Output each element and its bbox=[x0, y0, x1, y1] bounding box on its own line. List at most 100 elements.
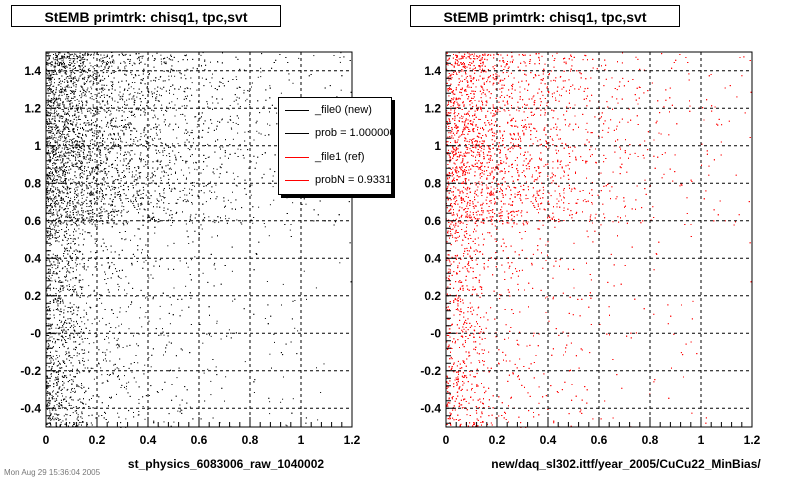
scatter-point bbox=[282, 398, 284, 400]
scatter-point bbox=[215, 366, 217, 368]
scatter-point bbox=[156, 96, 158, 98]
scatter-point bbox=[46, 230, 48, 232]
scatter-point bbox=[99, 192, 101, 194]
scatter-point bbox=[141, 204, 143, 205]
scatter-point bbox=[59, 208, 61, 210]
scatter-point bbox=[66, 121, 68, 123]
scatter-point bbox=[222, 83, 224, 84]
scatter-point bbox=[210, 394, 212, 396]
scatter-point bbox=[105, 174, 107, 176]
scatter-point bbox=[125, 388, 127, 390]
scatter-point bbox=[97, 92, 99, 94]
scatter-point bbox=[85, 211, 87, 213]
scatter-point bbox=[57, 405, 59, 407]
scatter-point bbox=[100, 367, 102, 369]
scatter-point bbox=[65, 413, 67, 415]
scatter-point bbox=[209, 82, 211, 84]
scatter-point bbox=[47, 176, 49, 178]
scatter-point bbox=[61, 405, 63, 407]
scatter-point bbox=[74, 238, 76, 240]
scatter-point bbox=[48, 328, 50, 330]
scatter-point bbox=[65, 88, 66, 90]
scatter-point bbox=[258, 206, 260, 208]
scatter-point bbox=[99, 74, 100, 76]
scatter-point bbox=[66, 222, 68, 224]
scatter-point bbox=[306, 298, 307, 300]
scatter-point bbox=[156, 168, 158, 170]
scatter-point bbox=[68, 148, 69, 150]
scatter-point bbox=[51, 206, 53, 208]
scatter-point bbox=[99, 196, 101, 198]
scatter-point bbox=[112, 72, 114, 74]
scatter-point bbox=[123, 206, 125, 208]
scatter-point bbox=[186, 133, 188, 134]
scatter-point bbox=[101, 127, 103, 129]
scatter-point bbox=[55, 288, 57, 290]
scatter-point bbox=[120, 146, 122, 148]
scatter-point bbox=[90, 80, 92, 82]
scatter-point bbox=[70, 187, 72, 189]
scatter-point bbox=[260, 67, 262, 69]
scatter-point bbox=[49, 323, 51, 325]
scatter-point bbox=[69, 160, 71, 162]
scatter-point bbox=[50, 373, 52, 374]
scatter-point bbox=[79, 71, 81, 73]
scatter-point bbox=[53, 346, 54, 348]
scatter-point bbox=[46, 357, 48, 359]
scatter-point bbox=[102, 75, 104, 77]
scatter-point bbox=[154, 232, 156, 234]
scatter-point bbox=[48, 323, 50, 325]
scatter-point bbox=[64, 72, 66, 74]
scatter-point bbox=[163, 121, 165, 123]
scatter-point bbox=[70, 379, 72, 381]
scatter-point bbox=[175, 109, 177, 111]
scatter-point bbox=[54, 273, 56, 275]
scatter-point bbox=[82, 73, 84, 75]
scatter-point bbox=[161, 109, 163, 111]
scatter-point bbox=[123, 89, 125, 91]
scatter-point bbox=[115, 179, 117, 180]
scatter-point bbox=[70, 242, 72, 244]
scatter-point bbox=[66, 185, 68, 187]
scatter-point bbox=[191, 259, 192, 261]
scatter-point bbox=[77, 111, 79, 113]
scatter-point bbox=[178, 152, 180, 153]
scatter-point bbox=[189, 188, 191, 190]
scatter-point bbox=[94, 94, 96, 96]
scatter-point bbox=[189, 172, 191, 174]
scatter-point bbox=[50, 90, 52, 92]
scatter-point bbox=[142, 55, 144, 57]
scatter-point bbox=[84, 76, 86, 78]
scatter-point bbox=[78, 250, 80, 252]
scatter-point bbox=[115, 344, 117, 346]
scatter-point bbox=[53, 154, 55, 156]
scatter-point bbox=[68, 359, 70, 361]
scatter-point bbox=[47, 192, 48, 193]
scatter-point bbox=[185, 178, 187, 180]
scatter-point bbox=[78, 344, 80, 345]
scatter-point bbox=[160, 131, 161, 133]
scatter-point bbox=[140, 161, 142, 163]
scatter-point bbox=[237, 132, 239, 134]
scatter-point bbox=[46, 290, 48, 292]
scatter-point bbox=[72, 381, 74, 383]
scatter-point bbox=[100, 142, 102, 144]
scatter-point bbox=[126, 99, 128, 101]
scatter-point bbox=[58, 147, 60, 149]
scatter-point bbox=[101, 120, 103, 122]
scatter-point bbox=[171, 101, 173, 103]
scatter-point bbox=[237, 148, 239, 150]
scatter-point bbox=[70, 391, 72, 393]
scatter-point bbox=[243, 89, 245, 91]
scatter-point bbox=[134, 82, 136, 83]
scatter-point bbox=[174, 154, 176, 156]
scatter-point bbox=[99, 320, 100, 322]
scatter-point bbox=[294, 300, 296, 301]
scatter-point bbox=[74, 107, 76, 109]
scatter-point bbox=[63, 110, 65, 112]
scatter-point bbox=[51, 336, 53, 338]
scatter-point bbox=[48, 408, 50, 410]
scatter-point bbox=[87, 213, 89, 214]
scatter-point bbox=[49, 126, 51, 128]
scatter-point bbox=[286, 425, 288, 427]
